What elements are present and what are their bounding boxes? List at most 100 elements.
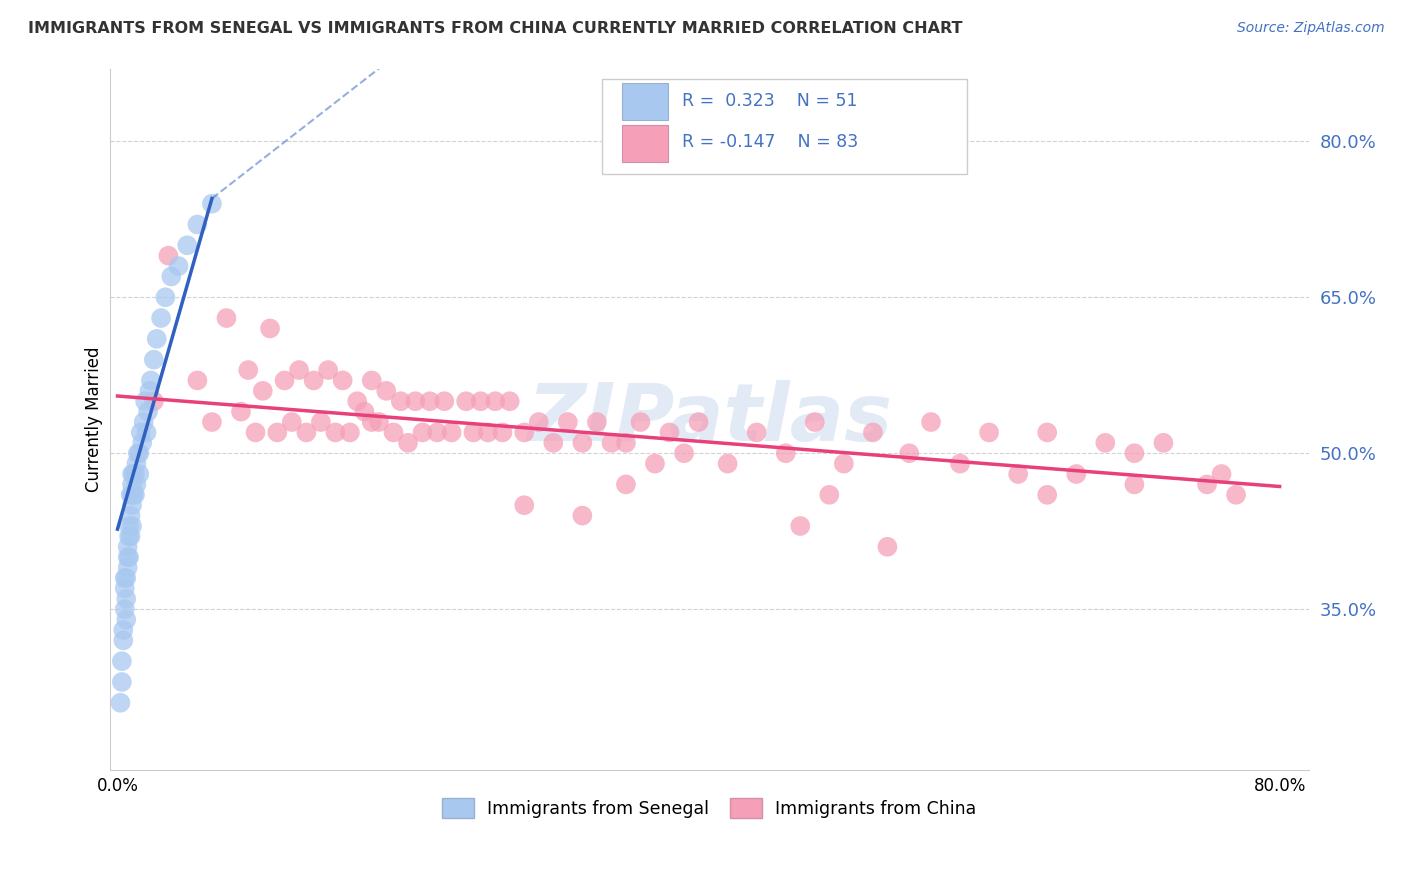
- Point: [155, 290, 177, 304]
- Point: [484, 394, 506, 409]
- Point: [111, 675, 134, 690]
- Point: [775, 446, 797, 460]
- Point: [658, 425, 681, 440]
- Point: [252, 384, 274, 398]
- Point: [477, 425, 499, 440]
- Point: [120, 529, 142, 543]
- Point: [614, 477, 637, 491]
- Point: [876, 540, 898, 554]
- Point: [862, 425, 884, 440]
- Point: [118, 529, 141, 543]
- Point: [332, 374, 354, 388]
- Point: [176, 238, 198, 252]
- Point: [818, 488, 841, 502]
- Point: [135, 425, 157, 440]
- Point: [295, 425, 318, 440]
- Point: [353, 404, 375, 418]
- Point: [360, 374, 382, 388]
- Legend: Immigrants from Senegal, Immigrants from China: Immigrants from Senegal, Immigrants from…: [436, 791, 984, 825]
- Point: [571, 508, 593, 523]
- Point: [128, 446, 150, 460]
- Point: [142, 352, 165, 367]
- Point: [456, 394, 478, 409]
- Point: [898, 446, 921, 460]
- Point: [499, 394, 522, 409]
- Point: [118, 519, 141, 533]
- Text: R =  0.323    N = 51: R = 0.323 N = 51: [682, 92, 858, 110]
- Bar: [621, 84, 668, 120]
- Point: [543, 435, 565, 450]
- Point: [688, 415, 710, 429]
- Point: [375, 384, 398, 398]
- Point: [139, 374, 162, 388]
- Point: [557, 415, 579, 429]
- Point: [977, 425, 1000, 440]
- Point: [1225, 488, 1247, 502]
- Point: [229, 404, 252, 418]
- Point: [644, 457, 666, 471]
- Point: [789, 519, 811, 533]
- Point: [433, 394, 456, 409]
- Point: [245, 425, 267, 440]
- Point: [419, 394, 441, 409]
- Point: [259, 321, 281, 335]
- Point: [132, 415, 155, 429]
- Point: [128, 467, 150, 481]
- Point: [115, 571, 138, 585]
- Point: [717, 457, 740, 471]
- Point: [122, 488, 145, 502]
- Point: [745, 425, 768, 440]
- Point: [150, 311, 173, 326]
- FancyBboxPatch shape: [602, 79, 967, 174]
- Point: [325, 425, 347, 440]
- Point: [1036, 425, 1059, 440]
- Point: [339, 425, 361, 440]
- Point: [112, 633, 135, 648]
- Point: [920, 415, 942, 429]
- Point: [804, 415, 827, 429]
- Point: [114, 602, 136, 616]
- Point: [136, 404, 159, 418]
- Point: [201, 415, 224, 429]
- Point: [115, 613, 138, 627]
- Point: [167, 259, 190, 273]
- Point: [832, 457, 855, 471]
- Point: [121, 519, 143, 533]
- Point: [142, 394, 165, 409]
- Point: [571, 435, 593, 450]
- Point: [117, 550, 139, 565]
- Point: [949, 457, 972, 471]
- Point: [1195, 477, 1218, 491]
- Point: [121, 488, 143, 502]
- Point: [470, 394, 492, 409]
- Point: [491, 425, 513, 440]
- Point: [426, 425, 449, 440]
- Point: [186, 374, 208, 388]
- Point: [125, 457, 148, 471]
- Point: [273, 374, 295, 388]
- Point: [630, 415, 652, 429]
- Text: IMMIGRANTS FROM SENEGAL VS IMMIGRANTS FROM CHINA CURRENTLY MARRIED CORRELATION C: IMMIGRANTS FROM SENEGAL VS IMMIGRANTS FR…: [28, 21, 963, 37]
- Point: [346, 394, 368, 409]
- Text: R = -0.147    N = 83: R = -0.147 N = 83: [682, 133, 858, 152]
- Text: ZIPatlas: ZIPatlas: [527, 380, 891, 458]
- Point: [121, 498, 143, 512]
- Point: [396, 435, 419, 450]
- Point: [111, 654, 134, 668]
- Point: [463, 425, 485, 440]
- Point: [586, 415, 609, 429]
- Point: [124, 488, 146, 502]
- Point: [1064, 467, 1087, 481]
- Point: [440, 425, 463, 440]
- Point: [368, 415, 391, 429]
- Point: [145, 332, 167, 346]
- Point: [1036, 488, 1059, 502]
- Point: [614, 435, 637, 450]
- Point: [1152, 435, 1174, 450]
- Point: [600, 435, 623, 450]
- Point: [673, 446, 696, 460]
- Point: [513, 498, 536, 512]
- Point: [160, 269, 183, 284]
- Point: [1094, 435, 1116, 450]
- Point: [121, 477, 143, 491]
